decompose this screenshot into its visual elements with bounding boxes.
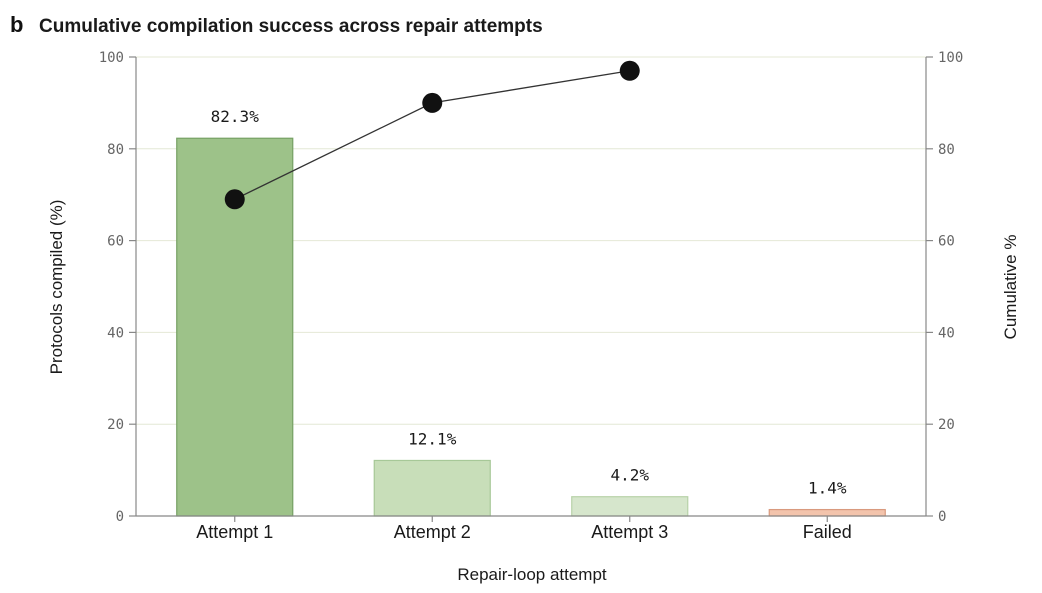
y-tick-label: 0: [116, 509, 124, 525]
y2-tick-label: 0: [938, 509, 946, 525]
bar: [768, 508, 886, 517]
x-axis-label: Repair-loop attempt: [457, 565, 607, 584]
y-tick-label: 100: [99, 50, 124, 66]
cumulative-point: [224, 189, 245, 210]
y2-tick-label: 80: [938, 142, 955, 158]
panel-letter: b: [10, 12, 23, 37]
x-tick-label: Attempt 3: [591, 522, 668, 542]
y-tick-label: 40: [107, 325, 124, 341]
cumulative-line: [224, 60, 640, 210]
cumulative-point: [422, 92, 443, 113]
data-label: 12.1%: [408, 429, 457, 448]
x-tick-label: Failed: [803, 522, 852, 542]
bar: [373, 459, 491, 517]
data-label: 1.4%: [808, 479, 847, 498]
chart-title: Cumulative compilation success across re…: [39, 16, 543, 37]
y-tick-label: 20: [107, 417, 124, 433]
axes: 0 20 40 60 80 100 0 20 40 60 80 100 Attempt 1 Attempt…: [99, 50, 964, 542]
y-tick-label: 80: [107, 142, 124, 158]
bar: [571, 496, 689, 517]
cumulative-point: [619, 60, 640, 81]
bars: 82.3% 12.1% 4.2% 1.4%: [176, 107, 886, 517]
y-tick-label: 60: [107, 234, 124, 250]
cumulative-line-path: [234, 70, 630, 200]
data-label: 82.3%: [211, 107, 260, 126]
y-axis-label: Protocols compiled (%): [47, 200, 66, 375]
y2-axis-label: Cumulative %: [1001, 235, 1020, 340]
x-tick-label: Attempt 1: [196, 522, 273, 542]
data-label: 4.2%: [610, 466, 649, 485]
y2-tick-label: 100: [938, 50, 963, 66]
y2-tick-label: 40: [938, 325, 955, 341]
y2-tick-label: 60: [938, 234, 955, 250]
x-tick-label: Attempt 2: [394, 522, 471, 542]
y2-tick-label: 20: [938, 417, 955, 433]
